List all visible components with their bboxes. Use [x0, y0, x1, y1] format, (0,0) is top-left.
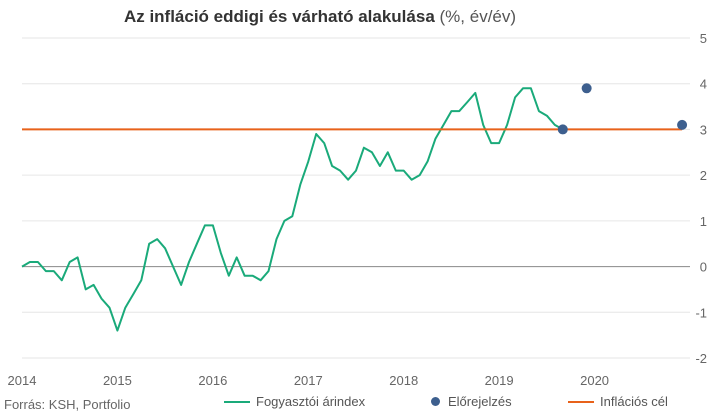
y-tick-label: 3 — [700, 122, 707, 137]
legend-item-cpi: Fogyasztói árindex — [224, 394, 365, 409]
source-note: Forrás: KSH, Portfolio — [4, 397, 131, 412]
legend-swatch-target — [568, 400, 594, 403]
y-tick-label: 2 — [700, 168, 707, 183]
x-tick-label: 2014 — [8, 373, 37, 388]
legend-label-target: Inflációs cél — [600, 394, 668, 409]
chart-title-unit: (%, év/év) — [439, 7, 517, 26]
x-tick-label: 2020 — [580, 373, 609, 388]
chart-title-main: Az infláció eddigi és várható alakulása — [123, 7, 435, 26]
y-tick-label: 4 — [700, 77, 707, 92]
y-tick-label: 0 — [700, 260, 707, 275]
x-tick-label: 2015 — [103, 373, 132, 388]
forecast-point — [581, 83, 592, 94]
forecast-point — [557, 124, 568, 135]
x-tick-label: 2016 — [198, 373, 227, 388]
legend-item-target: Inflációs cél — [568, 394, 668, 409]
legend-label-cpi: Fogyasztói árindex — [256, 394, 366, 409]
y-tick-label: 5 — [700, 31, 707, 46]
legend-swatch-forecast — [431, 397, 440, 406]
x-tick-label: 2017 — [294, 373, 323, 388]
y-tick-label: -1 — [695, 305, 707, 320]
x-tick-label: 2018 — [389, 373, 418, 388]
forecast-point — [677, 119, 688, 130]
legend-label-forecast: Előrejelzés — [448, 394, 512, 409]
series-line-cpi — [21, 87, 564, 332]
legend-item-forecast: Előrejelzés — [431, 394, 512, 409]
y-tick-label: -2 — [695, 351, 707, 366]
legend-swatch-cpi — [224, 400, 250, 403]
x-tick-label: 2019 — [485, 373, 514, 388]
y-tick-label: 1 — [700, 214, 707, 229]
chart-title: Az infláció eddigi és várható alakulása … — [0, 7, 640, 27]
